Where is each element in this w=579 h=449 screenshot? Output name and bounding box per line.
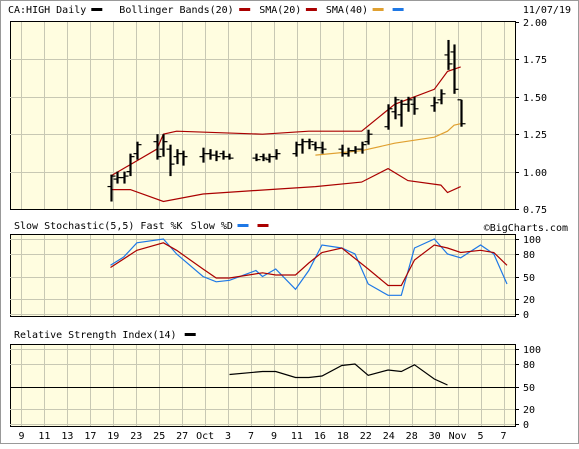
x-tick-label: Nov [449,431,467,442]
x-tick-label: Oct [196,431,214,442]
price-legend-swatch [239,8,251,11]
price-legend-swatch [372,8,384,11]
rsi-y-axis: 100 80 50 20 0 [515,345,541,431]
price-y-tick-label: 2.00 [523,18,547,29]
price-indicator-lines [110,66,461,203]
sma40-line [315,123,461,156]
stochastic-legend-swatch [257,224,269,227]
stochastic-y-tick-label: 0 [523,310,529,321]
rsi-line [229,363,448,386]
x-tick-label: 7 [248,431,254,442]
x-tick-label: 30 [429,431,441,442]
bollinger-lower-line [110,167,461,203]
price-y-tick-label: 1.75 [523,55,547,66]
price-legend-label: SMA(40) [326,5,368,16]
stochastic-title: Slow Stochastic(5,5) Fast %K [14,221,183,232]
price-legend-label: Bollinger Bands(20) [119,5,233,16]
x-tick-label: 11 [291,431,303,442]
rsi-y-tick-label: 100 [523,345,541,356]
x-tick-label: 22 [360,431,372,442]
price-legend-label: SMA(20) [259,5,301,16]
symbol-label: CA:HIGH Daily [8,5,86,16]
x-tick-label: 11 [38,431,50,442]
price-y-tick-label: 0.75 [523,205,547,216]
rsi-legend-swatch [184,333,196,336]
date-label: 11/07/19 [523,5,571,16]
price-legend-swatch [392,8,404,11]
stochastic-legend-swatch [237,224,249,227]
rsi-title: Relative Strength Index(14) [14,330,177,341]
x-tick-label: 13 [61,431,73,442]
x-axis: 9 11 13 17 19 23 25 27 Oct 3 7 9 11 16 18 22 24 28 30 Nov 5 7 [18,431,506,442]
stochastic-legend-label: Slow %D [191,221,233,232]
x-tick-label: 17 [84,431,96,442]
stochastic-y-axis: 100 80 50 20 0 [515,235,541,321]
rsi-y-tick-label: 20 [523,405,535,416]
price-legend: Bollinger Bands(20) SMA(20) SMA(40) [91,5,404,16]
x-tick-label: 28 [406,431,418,442]
bollinger-upper-line [110,66,461,177]
x-tick-label: 9 [271,431,277,442]
rsi-legend: Relative Strength Index(14) [14,330,196,341]
price-legend-swatch [305,8,317,11]
stochastic-y-tick-label: 80 [523,250,535,261]
x-tick-label: 7 [501,431,507,442]
stochastic-y-tick-label: 20 [523,295,535,306]
price-y-axis: 2.00 1.75 1.50 1.25 1.00 0.75 [515,18,547,216]
x-tick-label: 18 [337,431,349,442]
price-bars [107,39,466,202]
stochastic-lines [110,238,508,296]
x-tick-label: 25 [153,431,165,442]
price-y-tick-label: 1.50 [523,93,547,104]
price-grid [10,22,515,209]
watermark: ©BigCharts.com [484,223,568,234]
x-tick-label: 24 [383,431,395,442]
stochastic-grid [10,235,515,316]
price-y-tick-label: 1.00 [523,168,547,179]
stochastic-y-tick-label: 100 [523,235,541,246]
stochastic-y-tick-label: 50 [523,273,535,284]
x-tick-label: 3 [225,431,231,442]
price-y-tick-label: 1.25 [523,130,547,141]
stochastic-panel [10,234,516,317]
x-tick-label: 27 [176,431,188,442]
rsi-panel [10,344,516,427]
x-tick-label: 23 [130,431,142,442]
x-tick-label: 5 [478,431,484,442]
rsi-lines [10,363,515,388]
x-tick-label: 19 [107,431,119,442]
price-legend-swatch [91,8,103,11]
rsi-y-tick-label: 50 [523,383,535,394]
stochastic-legend: Slow Stochastic(5,5) Fast %K Slow %D [14,221,269,232]
rsi-y-tick-label: 80 [523,360,535,371]
x-tick-label: 16 [314,431,326,442]
rsi-y-tick-label: 0 [523,420,529,431]
stochastic-d-line [110,242,508,287]
price-panel [10,21,516,210]
x-tick-label: 9 [18,431,24,442]
